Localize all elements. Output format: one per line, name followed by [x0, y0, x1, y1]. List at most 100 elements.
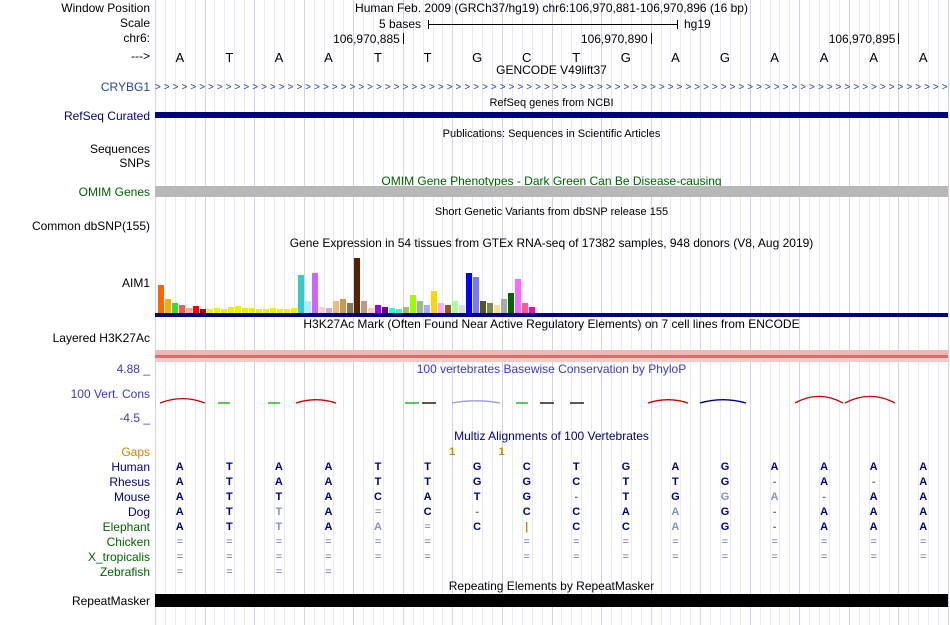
alignment-cell: A — [820, 476, 829, 488]
ruler-tick — [898, 33, 900, 44]
alignment-cell: A — [869, 521, 878, 533]
alignment-cell: - — [475, 506, 479, 518]
species-label-elephant[interactable]: Elephant — [102, 520, 150, 534]
track-label-100-vert-cons[interactable]: 100 Vert. Cons — [70, 387, 150, 401]
track-label-crybg1[interactable]: CRYBG1 — [100, 80, 150, 94]
grid-line — [918, 0, 920, 625]
ruler-tick — [402, 33, 404, 44]
alignment-cell: = — [523, 551, 530, 563]
chromosome-label: chr6: — [123, 31, 150, 45]
alignment-cell: A — [324, 506, 333, 518]
grid-line — [759, 0, 761, 625]
gtex-tissue-bar — [494, 305, 500, 313]
gencode-gene-line[interactable]: >>>>>>>>>>>>>>>>>>>>>>>>>>>>>>>>>>>>>>>>… — [155, 82, 948, 93]
track-label-refseq-curated[interactable]: RefSeq Curated — [63, 109, 150, 123]
grid-line — [571, 0, 573, 625]
alignment-cell: T — [225, 506, 233, 518]
species-label-gaps[interactable]: Gaps — [121, 445, 150, 459]
grid-line — [838, 0, 840, 625]
species-label-chicken[interactable]: Chicken — [106, 535, 150, 549]
track-label-layered-h3k27ac[interactable]: Layered H3K27Ac — [52, 331, 150, 345]
phylop-mark — [794, 395, 844, 404]
alignment-cell: T — [572, 461, 580, 473]
grid-line — [184, 0, 186, 625]
omim-genes-bar[interactable] — [155, 186, 948, 197]
alignment-cell: 1 — [498, 446, 505, 458]
gtex-tissue-bar — [466, 273, 472, 313]
track-label-aim1[interactable]: AIM1 — [121, 276, 150, 290]
track-label-repeatmasker[interactable]: RepeatMasker — [71, 594, 150, 608]
alignment-cell: T — [672, 476, 679, 488]
phylop-signal-svg[interactable] — [155, 377, 948, 423]
alignment-cell: A — [919, 476, 928, 488]
grid-line — [422, 0, 424, 625]
gtex-tissue-bar — [228, 307, 234, 313]
gtex-tissue-bar — [263, 309, 269, 313]
grid-line — [541, 0, 543, 625]
species-label-rhesus[interactable]: Rhesus — [109, 475, 150, 489]
track-label-omim-genes[interactable]: OMIM Genes — [78, 185, 150, 199]
alignment-cell: A — [274, 476, 283, 488]
track-label-snps[interactable]: SNPs — [119, 156, 150, 170]
grid-line — [769, 0, 771, 625]
alignment-row-x_tropicalis[interactable]: = = = = = = = = = = = = = = = — [0, 551, 950, 565]
gtex-tissue-bar — [235, 306, 241, 313]
alignment-cell: T — [622, 476, 630, 488]
refseq-curated-bar[interactable] — [155, 112, 948, 118]
alignment-cell: A — [770, 491, 779, 503]
species-label-x_tropicalis[interactable]: X_tropicalis — [87, 550, 150, 564]
gtex-tissue-bar — [312, 273, 318, 313]
alignment-cell: T — [473, 491, 481, 503]
h3k27ac-signal-band[interactable] — [155, 350, 948, 362]
repeatmasker-bar[interactable] — [155, 594, 948, 607]
alignment-cell: = — [920, 551, 927, 563]
gtex-tissue-bar — [347, 303, 353, 313]
alignment-cell: G — [720, 491, 730, 503]
alignment-cell: G — [472, 476, 482, 488]
alignment-cell: A — [919, 521, 928, 533]
phylop-mark — [699, 399, 747, 404]
alignment-row-chicken[interactable]: = = = = = = = = = = = = = = = — [0, 536, 950, 550]
grid-line — [799, 0, 801, 625]
assembly-label: hg19 — [684, 17, 711, 31]
gtex-tissue-bar — [305, 301, 311, 313]
ruler-coordinate-label: 106,970,885 — [333, 32, 400, 46]
sequence-base: T — [374, 50, 383, 65]
species-label-human[interactable]: Human — [111, 460, 150, 474]
gtex-tissue-bar — [529, 307, 535, 313]
grid-line — [829, 0, 831, 625]
alignment-cell: = — [374, 551, 382, 563]
alignment-row-elephant[interactable]: A T T A A = C | C C A G - A A A — [0, 521, 950, 535]
alignment-cell: = — [820, 551, 828, 563]
alignment-cell: = — [374, 536, 382, 548]
phylop-mark — [647, 399, 689, 404]
alignment-cell: C — [621, 521, 630, 533]
species-label-zebrafish[interactable]: Zebrafish — [99, 565, 150, 579]
track-label-common-dbsnp[interactable]: Common dbSNP(155) — [31, 219, 150, 233]
ruler-coordinate-label: 106,970,895 — [828, 32, 896, 46]
alignment-cell: T — [374, 476, 382, 488]
alignment-cell: A — [869, 491, 878, 503]
grid-line — [155, 0, 156, 625]
gtex-tissue-bar — [410, 295, 416, 313]
grid-line — [878, 0, 880, 625]
alignment-cell: = — [573, 536, 580, 548]
alignment-cell: = — [226, 551, 233, 563]
alignment-row-zebrafish[interactable]: = = = = — [0, 566, 950, 580]
grid-line — [620, 0, 622, 625]
species-label-dog[interactable]: Dog — [127, 505, 150, 519]
sequence-base: G — [719, 50, 731, 65]
alignment-cell: = — [275, 536, 283, 548]
alignment-cell: A — [175, 476, 184, 488]
alignment-row-dog[interactable]: A T T A = C - C C A A G - A A A — [0, 506, 950, 520]
species-label-mouse[interactable]: Mouse — [113, 490, 150, 504]
track-label-sequences[interactable]: Sequences — [89, 142, 150, 156]
phylop-title: 100 vertebrates Basewise Conservation by… — [416, 362, 687, 376]
gtex-expression-chart[interactable] — [158, 255, 536, 313]
alignment-cell: A — [919, 506, 928, 518]
alignment-cell: T — [225, 476, 233, 488]
